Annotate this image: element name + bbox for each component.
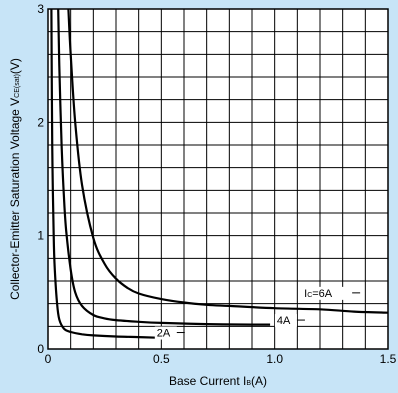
- y-tick-label: 3: [37, 2, 44, 16]
- x-axis-title: Base Current IB(A): [169, 374, 267, 388]
- series-label: IC=6A: [304, 288, 333, 300]
- y-tick-label: 2: [37, 115, 44, 129]
- series-label-bg: [154, 326, 177, 340]
- series-line: [67, 8, 389, 314]
- x-tick-label: 0.5: [153, 352, 170, 366]
- series-label-bg: [302, 286, 353, 300]
- series-label: 4A: [277, 315, 291, 327]
- y-tick-label: 0: [37, 342, 44, 356]
- series-line: [57, 8, 271, 326]
- series-label-bg: [274, 314, 297, 328]
- y-tick-label: 1: [37, 229, 44, 243]
- tick-labels: 0 0.5 1.0 1.5 0 1 2 3: [37, 2, 396, 366]
- y-axis-title: Collector-Emitter Saturation Voltage VCE…: [8, 58, 22, 300]
- series-group: 2A 4A IC=6A: [50, 8, 389, 340]
- series-line: [50, 8, 157, 339]
- plot-frame: [47, 8, 389, 350]
- x-tick-label: 1.0: [266, 352, 283, 366]
- grid-lines: [48, 9, 388, 349]
- series-label: 2A: [157, 328, 171, 340]
- x-tick-label: 0: [45, 352, 52, 366]
- x-tick-label: 1.5: [380, 352, 397, 366]
